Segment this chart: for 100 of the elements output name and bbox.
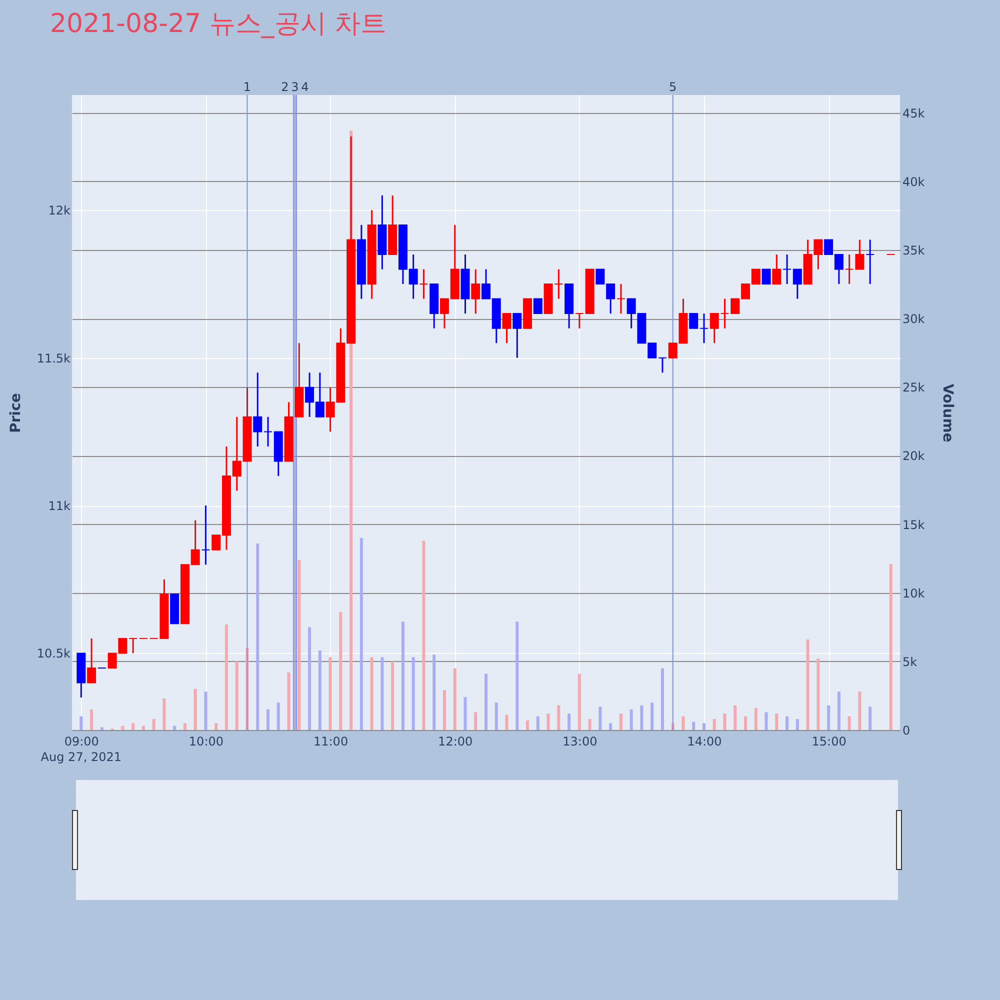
bar	[162, 698, 166, 730]
candlestick	[264, 416, 273, 448]
bar	[442, 690, 446, 730]
bar	[214, 723, 218, 730]
bar	[80, 716, 83, 730]
bar	[598, 706, 602, 730]
bar	[775, 714, 778, 730]
bar	[619, 714, 622, 730]
bar	[660, 668, 664, 730]
bar	[609, 723, 612, 730]
candlestick	[574, 312, 584, 330]
y-tick-label: 10.5k	[36, 646, 71, 661]
bar	[754, 708, 758, 730]
candlestick	[533, 298, 542, 314]
bar	[546, 714, 550, 730]
bar	[474, 712, 478, 730]
candlestick	[419, 268, 428, 300]
x-tick-label: 10:00	[188, 734, 224, 748]
bar	[536, 716, 540, 730]
candlestick	[699, 312, 708, 344]
bar	[173, 726, 176, 730]
bar	[868, 706, 872, 730]
candlestick	[866, 238, 875, 285]
bar	[806, 639, 810, 730]
x-tick-label: 13:00	[562, 734, 598, 748]
candlestick	[782, 254, 792, 285]
bar	[858, 692, 862, 730]
bar	[744, 716, 748, 730]
bar	[100, 727, 104, 730]
bar	[796, 719, 799, 730]
bar	[837, 692, 840, 730]
bar	[578, 674, 581, 730]
y2-tick-label: 45k	[902, 106, 925, 120]
candlestick	[502, 312, 512, 344]
bar	[889, 564, 892, 730]
bar	[287, 672, 290, 730]
bar	[464, 697, 467, 730]
x-tick-label: 09:00	[64, 734, 99, 748]
bar	[204, 692, 208, 730]
candlestick	[471, 268, 480, 314]
y-tick-label: 11k	[48, 499, 71, 514]
bar	[568, 714, 571, 730]
bar	[194, 688, 197, 730]
x-tick-label: 15:00	[812, 734, 846, 748]
bar	[453, 668, 456, 730]
bar	[380, 657, 384, 730]
bar	[526, 720, 530, 730]
candlestick	[658, 357, 667, 374]
bar	[494, 702, 498, 730]
candlestick	[792, 268, 802, 300]
y-axis-title: Price	[8, 393, 24, 433]
bar	[702, 723, 706, 730]
y2-tick-label: 40k	[902, 174, 925, 189]
bar	[318, 650, 322, 730]
bar	[339, 612, 342, 730]
bar	[734, 705, 737, 730]
bar	[516, 622, 519, 730]
y-tick-label: 12k	[48, 204, 71, 218]
bar	[588, 719, 592, 730]
y2-tick-label: 10k	[902, 586, 925, 600]
bar	[505, 714, 508, 730]
y2-tick-label: 30k	[902, 312, 925, 326]
y2-tick-label: 20k	[902, 449, 925, 464]
y2-tick-label: 25k	[902, 380, 925, 395]
bar	[90, 709, 94, 730]
bar	[557, 705, 560, 730]
bar	[848, 716, 851, 730]
bar	[266, 709, 270, 730]
bar	[256, 543, 260, 730]
bar	[723, 714, 726, 730]
candlestick	[253, 372, 262, 448]
bar	[630, 709, 633, 730]
ref-line-label: 2	[281, 80, 289, 94]
bar	[682, 716, 685, 730]
ref-line-label: 3	[291, 80, 299, 94]
candlestick	[616, 283, 626, 314]
bar	[121, 726, 124, 730]
ref-line-label: 5	[669, 80, 677, 94]
bar	[132, 723, 135, 730]
candlestick	[128, 638, 138, 654]
bar	[360, 538, 363, 730]
y2-tick-label: 15k	[902, 518, 925, 532]
bar	[422, 540, 426, 730]
bar	[152, 719, 156, 730]
bar	[308, 627, 312, 730]
candlestick	[512, 312, 522, 359]
bar	[298, 560, 301, 730]
bar	[827, 705, 830, 730]
bar	[183, 723, 186, 730]
bar	[692, 722, 696, 730]
bar	[276, 702, 280, 730]
bar	[816, 658, 820, 730]
bar	[432, 654, 436, 730]
y2-tick-label: 0	[902, 724, 910, 738]
bar	[764, 712, 768, 730]
y2-tick-label: 35k	[902, 243, 925, 258]
ref-line-label: 1	[243, 80, 252, 94]
x-tick-label: 12:00	[438, 734, 473, 748]
bar	[401, 622, 404, 730]
y-tick-label: 11.5k	[36, 351, 71, 366]
